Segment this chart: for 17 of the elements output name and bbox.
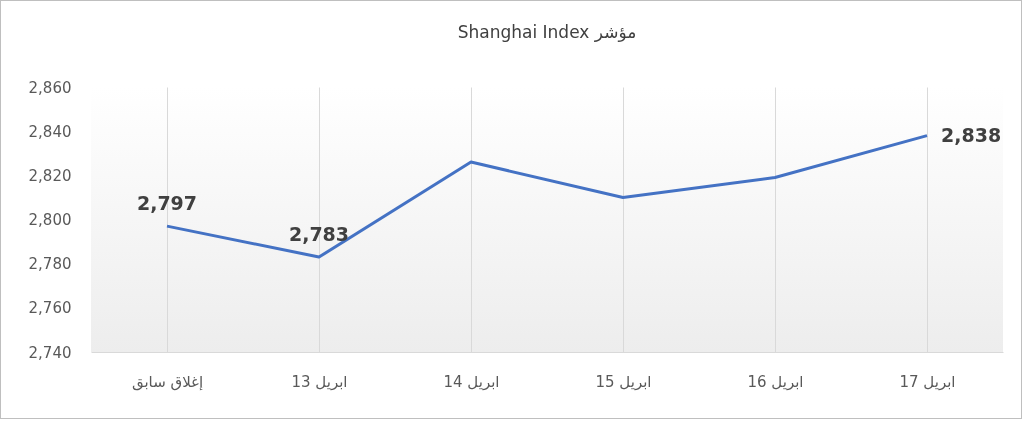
- y-tick-label: 2,820: [28, 166, 72, 185]
- y-tick-label: 2,760: [28, 299, 72, 318]
- data-label: 2,838: [941, 123, 1002, 146]
- y-tick-label: 2,740: [28, 343, 72, 362]
- y-tick-label: 2,800: [28, 211, 72, 229]
- x-tick-label: 16 ابريل: [747, 372, 804, 391]
- data-label: 2,783: [288, 223, 350, 246]
- y-tick-label: 2,860: [28, 78, 72, 97]
- x-tick-label: إغلاق سابق: [131, 372, 204, 391]
- y-tick-label: 2,780: [28, 255, 72, 274]
- x-tick-label: 17 ابريل: [899, 372, 956, 391]
- x-tick-label: 13 ابريل: [291, 372, 348, 391]
- chart-title: Shanghai Index مؤشر: [457, 22, 637, 42]
- x-tick-label: 14 ابريل: [443, 372, 500, 391]
- data-label: 2,797: [136, 192, 198, 215]
- y-tick-label: 2,840: [28, 122, 72, 141]
- x-tick-label: 15 ابريل: [595, 372, 652, 391]
